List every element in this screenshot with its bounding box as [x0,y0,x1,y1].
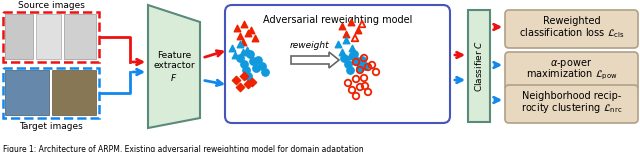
Text: Source images: Source images [17,1,84,10]
Point [235,57,245,59]
Point [343,82,353,84]
Point [235,86,245,88]
FancyBboxPatch shape [505,52,638,90]
FancyBboxPatch shape [505,10,638,48]
FancyBboxPatch shape [225,5,450,123]
Point [238,41,248,43]
Point [345,55,355,57]
Point [341,39,351,41]
Point [345,69,355,71]
Point [337,25,347,27]
Point [359,57,369,59]
Bar [5,70,49,115]
Point [363,91,373,93]
Point [351,95,361,97]
Point [243,83,253,85]
Point [352,60,362,62]
Text: reweight: reweight [290,41,330,50]
Point [227,47,237,49]
Point [359,77,369,79]
Point [251,67,261,69]
Point [355,86,365,88]
Bar [5,14,33,59]
Point [239,23,249,25]
Point [245,53,255,55]
Point [238,51,248,53]
Point [247,81,257,83]
Point [246,29,256,31]
Point [355,67,365,69]
Point [235,35,245,37]
Point [351,78,361,80]
Point [232,27,242,29]
Point [360,65,370,67]
Point [250,37,260,39]
Bar [468,10,490,122]
Point [355,69,365,71]
Point [353,29,363,31]
Text: rocity clustering $\mathcal{L}_{\rm nrc}$: rocity clustering $\mathcal{L}_{\rm nrc}… [521,101,622,115]
Bar [52,70,96,115]
Point [243,32,253,34]
Text: Reweighted: Reweighted [543,16,600,26]
Text: classification loss $\mathcal{L}_{\rm cls}$: classification loss $\mathcal{L}_{\rm cl… [518,26,625,40]
Text: Classifier $C$: Classifier $C$ [474,40,484,92]
Point [349,53,359,55]
Text: Adversarial reweighting model: Adversarial reweighting model [263,15,412,25]
Point [351,61,361,63]
Point [371,71,381,73]
Point [230,54,240,56]
Point [350,37,360,39]
Point [333,43,343,45]
Point [241,69,251,71]
Point [363,66,373,68]
Bar [3,12,99,62]
Point [248,60,258,62]
Point [231,79,241,81]
Point [257,65,267,67]
Point [253,59,263,61]
Text: maximization $\mathcal{L}_{\rm pow}$: maximization $\mathcal{L}_{\rm pow}$ [525,68,618,82]
Point [347,47,357,49]
FancyArrow shape [291,52,339,68]
Point [367,64,377,66]
Bar [3,68,99,118]
Point [260,71,270,73]
Bar [64,14,96,59]
Point [337,51,347,53]
Point [357,59,367,61]
Point [239,75,249,77]
Point [235,43,245,45]
Point [339,57,349,59]
Point [347,89,357,91]
Point [360,85,370,87]
Point [239,63,249,65]
Point [346,21,356,23]
Text: $\alpha$-power: $\alpha$-power [550,57,593,69]
Text: Figure 1: Architecture of ARPM. Existing adversarial reweighting model for domai: Figure 1: Architecture of ARPM. Existing… [3,145,364,152]
Polygon shape [148,5,200,128]
Text: Target images: Target images [19,122,83,131]
Text: Neighborhood recip-: Neighborhood recip- [522,91,621,101]
Point [357,23,367,25]
Bar [36,14,61,59]
Point [242,49,252,51]
Text: Feature
extractor
$F$: Feature extractor $F$ [153,51,195,83]
FancyBboxPatch shape [505,85,638,123]
Point [243,75,253,77]
Point [341,33,351,35]
Point [343,63,353,65]
